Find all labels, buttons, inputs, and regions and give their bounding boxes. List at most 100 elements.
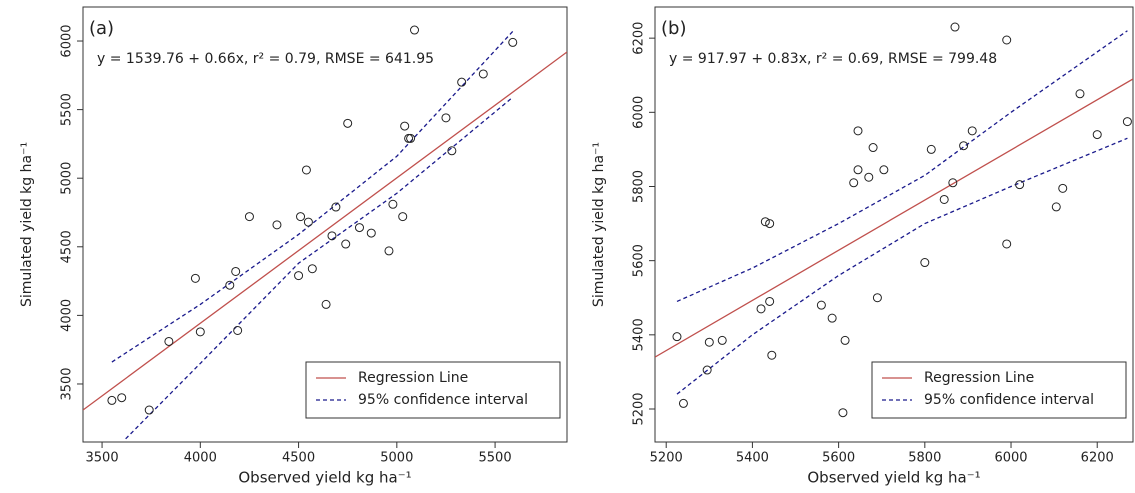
data-point [756,304,766,314]
x-tick-label: 5200 [650,451,683,466]
data-point [1015,180,1025,190]
data-point [195,327,205,337]
data-point [948,178,958,188]
data-point [704,337,714,347]
ci-upper [111,30,514,363]
data-point [303,217,313,227]
data-point [478,69,488,79]
y-tick-label: 6000 [60,24,75,57]
y-tick-label: 3500 [60,367,75,400]
data-point [233,325,243,335]
x-tick-label: 5400 [736,451,769,466]
data-point [717,335,727,345]
x-tick-label: 5000 [380,451,413,466]
data-point [959,141,969,151]
data-point [307,264,317,274]
data-point [849,178,859,188]
data-point [400,121,410,131]
data-point [341,239,351,249]
data-point [301,165,311,175]
data-point [926,144,936,154]
data-point [441,113,451,123]
data-point [1051,202,1061,212]
data-point [398,212,408,222]
data-point [939,194,949,204]
legend-box [871,361,1127,419]
data-point [765,296,775,306]
y-tick-label: 5200 [632,392,647,425]
y-tick-label: 6000 [632,96,647,129]
data-point [296,212,306,222]
data-point [672,332,682,342]
data-point [384,246,394,256]
data-point [920,258,930,268]
legend-label: Regression Line [358,370,468,386]
data-point [117,393,127,403]
data-point [1058,183,1068,193]
data-point [816,300,826,310]
plot-frame [654,6,1134,443]
y-axis-label: Simulated yield kg ha⁻¹ [591,142,607,307]
panel-label: (a) [89,18,114,39]
data-point [1002,239,1012,249]
y-tick-label: 4500 [60,230,75,263]
ci-lower [676,137,1128,395]
data-point [272,220,282,230]
y-tick-label: 5500 [60,93,75,126]
data-point [294,271,304,281]
legend-box [305,361,561,419]
y-tick-label: 6200 [632,22,647,55]
data-point [244,212,254,222]
plot-lines [83,30,567,440]
data-point [327,231,337,241]
data-point [827,313,837,323]
legend-label: 95% confidence interval [358,392,528,408]
data-point [457,77,467,87]
data-point [447,146,457,156]
regression-line [83,51,567,411]
data-point [702,365,712,375]
y-axis-label: Simulated yield kg ha⁻¹ [19,142,35,307]
equation: y = 917.97 + 0.83x, r² = 0.69, RMSE = 79… [669,51,997,67]
data-point [231,266,241,276]
legend-label: 95% confidence interval [924,392,1094,408]
data-point [225,280,235,290]
data-point [853,165,863,175]
data-point [406,133,416,143]
x-axis-label: Observed yield kg ha⁻¹ [807,469,980,487]
data-point [1002,35,1012,45]
x-axis-label: Observed yield kg ha⁻¹ [238,469,411,487]
data-point [354,223,364,233]
data-point [872,293,882,303]
data-point [1075,89,1085,99]
data-point [760,217,770,227]
data-point [868,143,878,153]
x-tick-label: 4500 [282,451,315,466]
data-point [853,126,863,136]
data-point [388,199,398,209]
data-point [144,405,154,415]
data-point [879,165,889,175]
data-point [838,408,848,418]
y-tick-label: 5000 [60,162,75,195]
data-point [107,395,117,405]
data-point [410,25,420,35]
ci-upper [676,30,1128,303]
data-point [366,228,376,238]
panel-label: (b) [661,18,686,39]
data-point [950,22,960,32]
x-tick-label: 3500 [86,451,119,466]
data-point [1092,130,1102,140]
data-point [864,172,874,182]
data-point [164,336,174,346]
data-point [343,118,353,128]
data-point [765,219,775,229]
data-point [967,126,977,136]
x-tick-label: 5500 [479,451,512,466]
data-point [321,299,331,309]
x-tick-label: 6000 [994,451,1027,466]
data-point [840,335,850,345]
y-tick-label: 4000 [60,299,75,332]
data-point [508,37,518,47]
